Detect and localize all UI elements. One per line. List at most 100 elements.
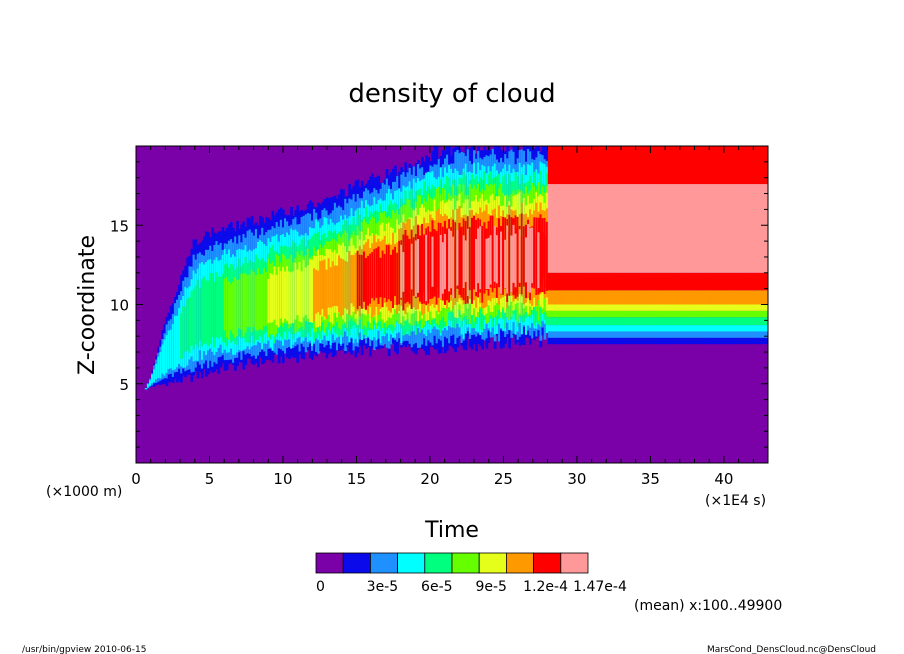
field-cell — [221, 273, 225, 342]
field-cell — [622, 184, 626, 273]
field-cell — [659, 317, 663, 326]
field-cell — [599, 317, 603, 326]
field-column — [485, 150, 489, 349]
field-cell — [574, 331, 578, 338]
field-column — [454, 146, 458, 353]
field-cell — [635, 310, 638, 318]
field-cell — [755, 146, 759, 185]
field-cell — [736, 272, 740, 291]
field-column — [547, 146, 551, 345]
field-column — [466, 149, 470, 338]
field-column — [153, 363, 156, 387]
field-column — [645, 146, 649, 345]
field-cell — [676, 272, 680, 291]
field-cell — [720, 337, 723, 345]
field-column — [190, 248, 194, 382]
field-cell — [603, 304, 607, 311]
field-cell — [722, 325, 725, 332]
field-column — [603, 146, 607, 345]
field-cell — [726, 184, 730, 273]
field-cell — [686, 290, 690, 305]
field-cell — [693, 272, 696, 291]
field-cell — [689, 331, 692, 338]
field-column — [221, 227, 225, 364]
field-cell — [637, 337, 640, 345]
field-column — [664, 146, 667, 345]
field-cell — [747, 290, 750, 305]
field-column — [479, 150, 482, 347]
field-cell — [657, 304, 661, 311]
field-cell — [527, 224, 530, 292]
field-cell — [616, 184, 620, 273]
field-cell — [699, 317, 703, 326]
field-cell — [626, 184, 630, 273]
field-cell — [377, 246, 381, 305]
field-cell — [680, 272, 684, 291]
field-column — [701, 146, 705, 345]
field-cell — [574, 317, 578, 326]
field-cell — [549, 337, 553, 345]
field-cell — [581, 331, 584, 338]
field-cell — [587, 290, 590, 305]
field-cell — [664, 331, 667, 338]
field-cell — [556, 325, 559, 332]
field-column — [238, 228, 241, 362]
field-cell — [666, 310, 669, 318]
field-cell — [560, 290, 563, 305]
field-column — [576, 146, 580, 345]
field-column — [450, 155, 453, 347]
field-column — [630, 146, 634, 345]
field-cell — [763, 310, 767, 318]
field-cell — [562, 325, 566, 332]
field-column — [171, 303, 175, 383]
field-cell — [765, 310, 768, 318]
field-cell — [566, 290, 570, 305]
field-cell — [599, 325, 603, 332]
field-cell — [450, 230, 453, 289]
field-cell — [639, 325, 642, 332]
field-column — [286, 215, 289, 358]
field-cell — [664, 317, 667, 326]
field-cell — [491, 231, 495, 281]
field-cell — [570, 146, 574, 185]
field-cell — [576, 310, 580, 318]
field-cell — [686, 317, 690, 326]
field-cell — [670, 290, 674, 305]
field-cell — [668, 184, 671, 273]
field-cell — [655, 310, 659, 318]
field-cell — [674, 325, 678, 332]
field-cell — [697, 304, 701, 311]
field-cell — [283, 271, 287, 319]
field-cell — [475, 238, 478, 292]
field-column — [755, 146, 759, 345]
field-cell — [738, 310, 742, 318]
field-cell — [227, 281, 231, 340]
field-cell — [684, 325, 688, 332]
field-cell — [682, 325, 686, 332]
field-cell — [697, 184, 701, 273]
field-cell — [697, 310, 701, 318]
field-cell — [587, 317, 590, 326]
field-cell — [585, 290, 588, 305]
field-cell — [699, 184, 703, 273]
field-cell — [585, 325, 588, 332]
field-cell — [624, 272, 628, 291]
field-cell — [452, 236, 455, 298]
field-cell — [558, 310, 561, 318]
field-cell — [616, 304, 620, 311]
field-cell — [649, 337, 653, 345]
field-column — [730, 146, 734, 345]
field-cell — [755, 325, 759, 332]
field-column — [313, 207, 316, 355]
field-cell — [699, 272, 703, 291]
field-cell — [402, 252, 406, 292]
field-cell — [755, 304, 759, 311]
field-cell — [574, 325, 578, 332]
field-cell — [242, 273, 246, 337]
field-cell — [647, 184, 651, 273]
field-column — [302, 211, 306, 360]
field-cell — [616, 290, 620, 305]
field-cell — [743, 272, 746, 291]
field-cell — [570, 184, 574, 273]
field-cell — [556, 310, 559, 318]
